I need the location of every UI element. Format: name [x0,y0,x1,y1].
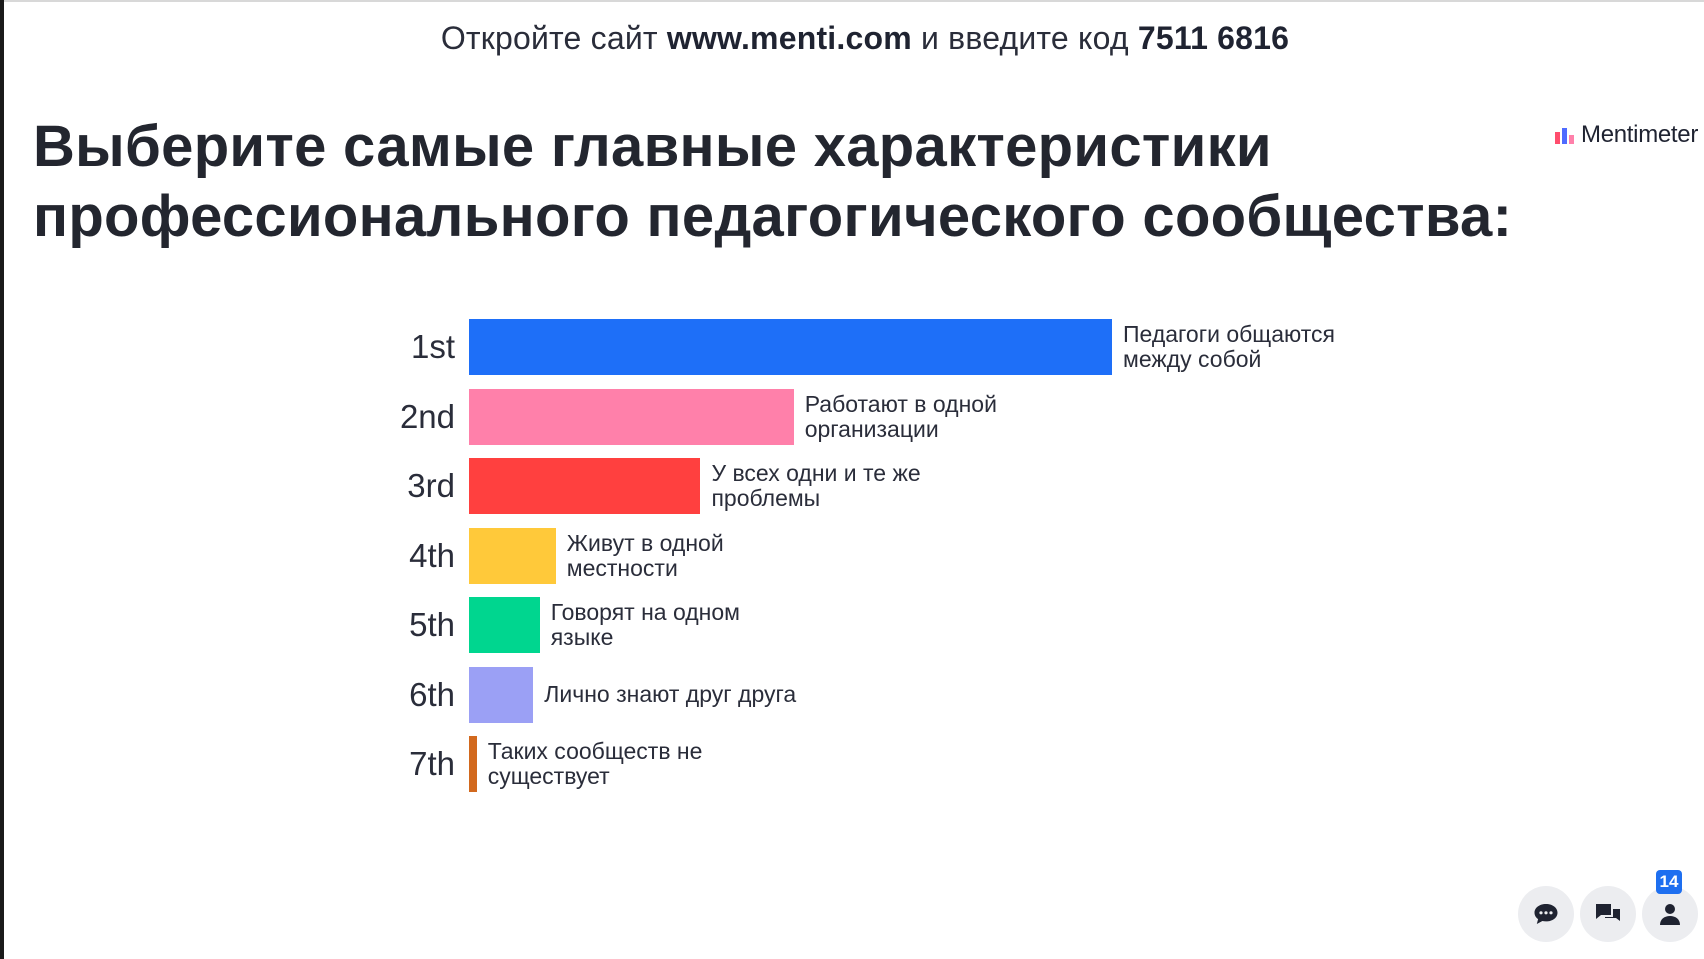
ranking-bar [469,458,701,514]
option-label: Таких сообществ не существует [487,738,703,789]
slide-title: Выберите самые главные характеристики пр… [33,112,1513,252]
option-label: Живут в одной местности [566,529,724,581]
rank-label: 2nd [399,397,455,435]
slide-title-line-1: Выберите самые главные характеристики [33,114,1272,179]
join-code: 7511 6816 [1137,20,1290,56]
qa-button[interactable] [1580,886,1636,942]
rank-label: 7th [409,745,455,782]
participants-icon [1660,904,1680,925]
rank-label: 1st [410,328,455,365]
window-top-edge [4,0,1704,2]
slide-title-line-2: профессионального педагогического сообще… [33,184,1513,249]
mentimeter-logo-text: Mentimeter [1581,121,1699,148]
ranking-bar [469,736,477,792]
option-label: Лично знают друг друга [544,680,797,707]
rank-label: 6th [409,675,455,713]
join-url: www.menti.com [666,20,912,56]
mentimeter-logo-icon [1555,128,1574,144]
ranking-bar [469,388,794,445]
option-label: Педагоги общаются между собой [1123,321,1335,372]
option-label: Работают в одной организации [804,390,997,442]
join-middle: и введите код [920,20,1129,56]
rank-label: 4th [409,536,455,574]
ranking-bar [469,319,1112,375]
join-prefix: Откройте сайт [440,20,658,56]
option-label: Говорят на одном языке [550,599,740,650]
qa-icon [1596,904,1620,921]
option-label: У всех одни и те же проблемы [711,460,921,511]
participants-button[interactable] [1642,886,1698,942]
ranking-bar [469,527,556,584]
rank-label: 3rd [407,467,455,504]
mentimeter-logo: Mentimeter [1555,121,1698,149]
join-instructions: Откройте сайт www.menti.com и введите ко… [0,20,1704,57]
chat-icon [1534,904,1558,924]
window-left-edge [0,0,4,959]
participants-count-badge: 14 [1656,870,1682,894]
rank-label: 5th [409,606,455,643]
chat-button[interactable] [1518,886,1574,942]
ranking-bar [469,597,540,653]
ranking-bar [469,666,534,723]
